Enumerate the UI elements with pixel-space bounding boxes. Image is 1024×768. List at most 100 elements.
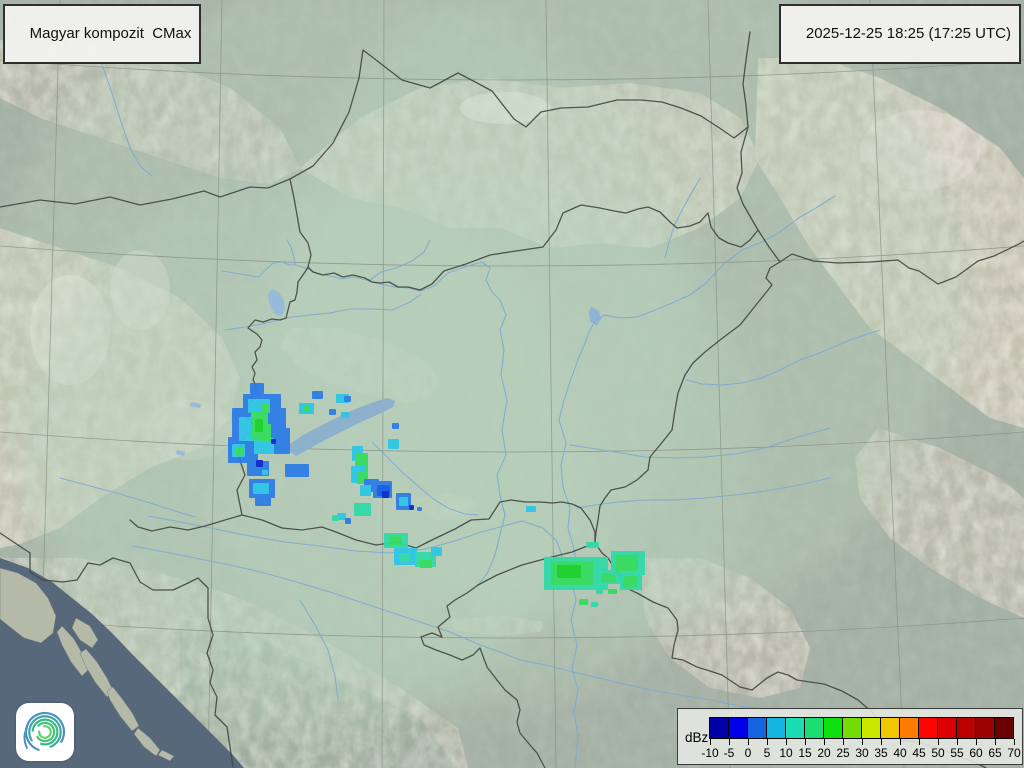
- spiral-tail: [23, 727, 28, 749]
- radar-echo-cell: [344, 396, 351, 402]
- adriatic-island: [56, 625, 89, 677]
- coverage-circle: [20, 180, 580, 740]
- color-scale-cell: [767, 718, 785, 738]
- lake-balaton: [289, 398, 395, 456]
- radar-echoes: [228, 383, 645, 607]
- scale-tick-label: 15: [798, 746, 812, 760]
- rivers: [59, 39, 881, 768]
- river-line: [224, 294, 421, 331]
- radar-echo-cell: [431, 547, 442, 556]
- lakes: [176, 289, 601, 456]
- color-scale-cell: [995, 718, 1013, 738]
- river-line: [664, 177, 701, 259]
- scale-tick: [976, 739, 977, 745]
- color-scale-cell: [843, 718, 861, 738]
- scale-tick: [995, 739, 996, 745]
- color-scale-cell: [957, 718, 975, 738]
- radar-echo-cell: [389, 536, 402, 545]
- radar-echo-cell: [608, 589, 617, 594]
- scale-tick: [748, 739, 749, 745]
- scale-tick-label: 40: [893, 746, 907, 760]
- color-scale-cell: [710, 718, 728, 738]
- radar-echo-cell: [332, 515, 339, 521]
- river-line: [558, 195, 836, 768]
- spiral-arc: [31, 718, 59, 746]
- river-line: [369, 239, 431, 281]
- meridian-line: [545, 0, 557, 768]
- color-scale-cell: [862, 718, 880, 738]
- river-line: [132, 545, 861, 721]
- adriatic-island: [133, 727, 161, 757]
- radar-echo-cell: [360, 485, 371, 496]
- scale-tick-label: 50: [931, 746, 945, 760]
- scale-tick-label: 10: [779, 746, 793, 760]
- meridian-line: [707, 0, 731, 768]
- radar-echo-cell: [341, 412, 349, 418]
- color-scale-cell: [976, 718, 994, 738]
- radar-echo-cell: [420, 560, 432, 568]
- adriatic-island: [106, 686, 140, 732]
- parallel-line: [0, 59, 1024, 81]
- scale-tick-label: 55: [950, 746, 964, 760]
- country-border-line: [692, 261, 781, 364]
- country-border-line: [420, 592, 546, 768]
- radar-echo-cell: [579, 599, 588, 605]
- radar-echo-cell: [382, 491, 389, 498]
- country-border-line: [307, 204, 759, 291]
- river-line: [286, 239, 296, 266]
- country-border-line: [466, 542, 596, 594]
- country-border-line: [594, 362, 694, 544]
- radar-echo-cell: [303, 405, 310, 412]
- scale-tick: [767, 739, 768, 745]
- radar-echo-cell: [399, 553, 410, 562]
- scale-tick-label: -10: [701, 746, 719, 760]
- adriatic-island: [0, 567, 57, 644]
- color-scale-cell: [881, 718, 899, 738]
- dbz-color-scale: dBz -10 -5 0 5 10 15 20 25 30 35 40 45 50 55 60 65 70: [677, 708, 1023, 765]
- scale-tick: [1014, 739, 1015, 745]
- radar-echo-cell: [388, 439, 399, 449]
- dbz-unit-label: dBz: [685, 730, 709, 745]
- parallel-line: [0, 617, 1024, 639]
- spiral-arc: [38, 725, 52, 739]
- radar-echo-cell: [624, 576, 637, 587]
- parallel-line: [0, 431, 1024, 453]
- meridian-line: [207, 0, 223, 768]
- scale-tick-label: 0: [744, 746, 752, 760]
- scale-tick: [786, 739, 787, 745]
- adriatic-island: [71, 617, 99, 649]
- country-border-line: [129, 514, 243, 532]
- scale-tick-label: 45: [912, 746, 926, 760]
- scale-tick: [957, 739, 958, 745]
- river-line: [299, 599, 339, 701]
- scale-tick-label: 5: [763, 746, 771, 760]
- radar-echo-cell: [256, 460, 263, 467]
- country-border-line: [241, 499, 596, 549]
- lake-neusiedl: [268, 289, 285, 317]
- color-scale-cell: [900, 718, 918, 738]
- radar-echo-cell: [399, 497, 408, 506]
- scale-tick: [938, 739, 939, 745]
- radar-echo-cell: [253, 483, 269, 494]
- meridian-line: [869, 0, 905, 768]
- country-border-line: [736, 126, 1024, 285]
- river-line: [569, 427, 831, 459]
- river-line: [685, 329, 881, 386]
- river-line: [147, 515, 563, 581]
- adriatic-island: [79, 648, 115, 698]
- meridian-line: [381, 0, 385, 768]
- country-border-line: [0, 532, 234, 768]
- adriatic-island: [157, 749, 175, 762]
- radar-echo-cell: [417, 507, 422, 511]
- scale-tick: [900, 739, 901, 745]
- country-borders: [0, 31, 1024, 768]
- radar-echo-cell: [409, 505, 414, 510]
- color-scale-cells: [709, 717, 1014, 739]
- country-border-line: [289, 178, 312, 268]
- color-scale-cell: [729, 718, 747, 738]
- scale-tick: [729, 739, 730, 745]
- radar-echo-cell: [254, 438, 274, 454]
- spiral-arc: [28, 715, 62, 749]
